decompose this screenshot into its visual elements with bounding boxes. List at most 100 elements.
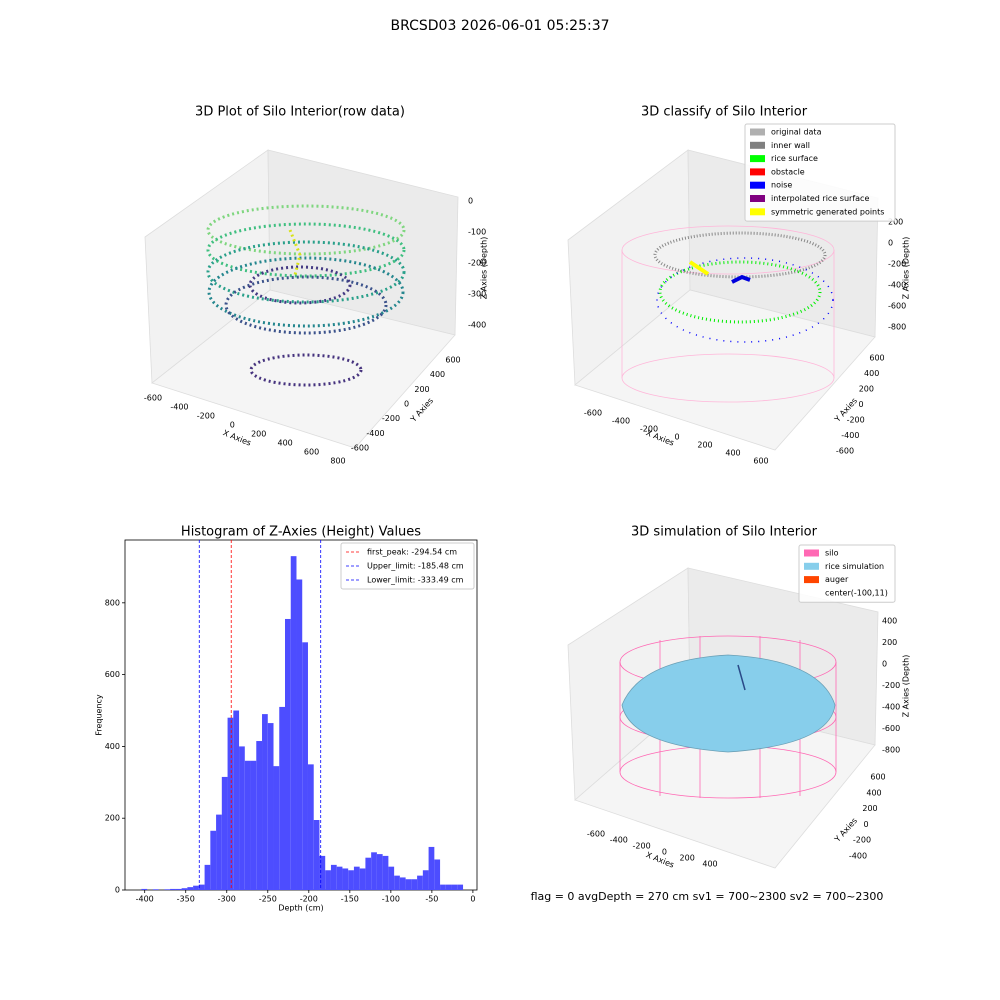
y-tick-label: 400 [866, 788, 881, 797]
legend-label: obstacle [771, 167, 805, 176]
z-axis-label: Z Axies (Depth) [902, 655, 911, 718]
bar [141, 888, 148, 890]
y-tick-label: 600 [869, 354, 884, 363]
bar [399, 877, 406, 890]
bar [365, 857, 372, 890]
bar [296, 579, 303, 890]
x-axis-label: Depth (cm) [278, 904, 323, 913]
y-tick-label: -200 [382, 414, 400, 423]
legend-label: center(-100,11) [825, 588, 888, 597]
legend-swatch [750, 168, 765, 176]
bar [411, 879, 418, 890]
bar [175, 888, 182, 890]
bar [336, 866, 343, 890]
legend-swatch [804, 549, 819, 557]
y-tick-label: -600 [351, 444, 369, 453]
bar [227, 717, 234, 890]
y-tick-label: 200 [105, 814, 120, 823]
bar [434, 859, 441, 890]
bar [285, 618, 291, 890]
footer-text: flag = 0 avgDepth = 270 cm sv1 = 700~230… [531, 890, 884, 903]
x-tick-label: -350 [177, 895, 195, 904]
y-tick-label: 400 [105, 742, 120, 751]
y-tick-label: -200 [853, 836, 871, 845]
x-tick-label: -250 [259, 895, 277, 904]
y-tick-label: 0 [863, 820, 868, 829]
y-tick-label: -600 [836, 447, 854, 456]
x-tick-label: 0 [662, 848, 667, 857]
rice-illustration [621, 654, 836, 753]
legend-label: Lower_limit: -333.49 cm [367, 576, 464, 585]
bar [250, 760, 257, 890]
y-tick-label: -200 [847, 416, 865, 425]
legend-swatch [804, 562, 819, 570]
chart-title: Histogram of Z-Axies (Height) Values [181, 525, 421, 540]
bar [451, 884, 458, 890]
x-tick-label: 800 [330, 457, 345, 466]
z-tick-label: 200 [882, 638, 897, 647]
legend-label: rice surface [771, 154, 818, 163]
y-tick-label: 600 [105, 670, 120, 679]
legend-label: Upper_limit: -185.48 cm [367, 562, 464, 571]
x-tick-label: -400 [170, 403, 188, 412]
z-tick-label: 400 [882, 617, 897, 626]
z-tick-label: -400 [888, 281, 906, 290]
bar [193, 885, 199, 890]
x-tick-label: -200 [633, 842, 651, 851]
x-tick-label: 400 [278, 439, 293, 448]
x-tick-label: -100 [382, 895, 400, 904]
z-tick-label: -800 [882, 746, 900, 755]
x-tick-label: 200 [251, 430, 266, 439]
z-tick-label: 200 [888, 218, 903, 227]
y-axis-label: Frequency [95, 694, 104, 736]
x-tick-label: -200 [640, 425, 658, 434]
chart-title: 3D Plot of Silo Interior(row data) [195, 105, 405, 120]
bar [187, 887, 194, 890]
bar [152, 889, 159, 890]
bar [348, 870, 354, 890]
y-tick-label: 400 [430, 370, 445, 379]
marks-layer: 3D Plot of Silo Interior(row data) -600 -4… [95, 105, 911, 913]
bar [262, 714, 268, 890]
y-tick-label: 200 [862, 804, 877, 813]
x-tick-label: -150 [341, 895, 359, 904]
legend-label: rice simulation [825, 562, 884, 571]
bar [319, 855, 326, 890]
bar [325, 870, 331, 890]
z-tick-label: -600 [882, 724, 900, 733]
legend-swatch [750, 208, 765, 216]
bar [273, 766, 280, 890]
x-tick-label: -300 [218, 895, 236, 904]
z-tick-label: -200 [888, 260, 906, 269]
z-tick-label: 0 [888, 239, 893, 248]
x-tick-label: 600 [304, 448, 319, 457]
legend-swatch [804, 576, 819, 584]
legend-swatch [750, 195, 765, 202]
legend-swatch [750, 141, 765, 149]
x-tick-label: 600 [753, 457, 768, 466]
legend-box [744, 123, 896, 222]
x-tick-label: 200 [680, 854, 695, 863]
bar [440, 884, 446, 890]
z-tick-label: -200 [468, 259, 486, 268]
bar [394, 875, 400, 890]
legend-label: symmetric generated points [771, 207, 884, 216]
bar [405, 879, 412, 890]
bar [210, 830, 217, 890]
y-tick-label: 0 [115, 886, 120, 895]
x-tick-label: 400 [702, 860, 717, 869]
legend-label: auger [825, 575, 849, 584]
x-tick-label: -600 [584, 409, 602, 418]
y-tick-label: -400 [841, 431, 859, 440]
x-tick-label: 0 [674, 433, 679, 442]
legend-swatch [750, 155, 765, 163]
chart-title: 3D classify of Silo Interior [641, 105, 808, 120]
bar [256, 741, 263, 890]
bar [204, 864, 211, 890]
bar [422, 870, 429, 890]
legend-label: inner wall [771, 141, 810, 150]
z-tick-label: -300 [468, 290, 486, 299]
z-tick-label: -200 [882, 681, 900, 690]
bar [382, 855, 389, 890]
